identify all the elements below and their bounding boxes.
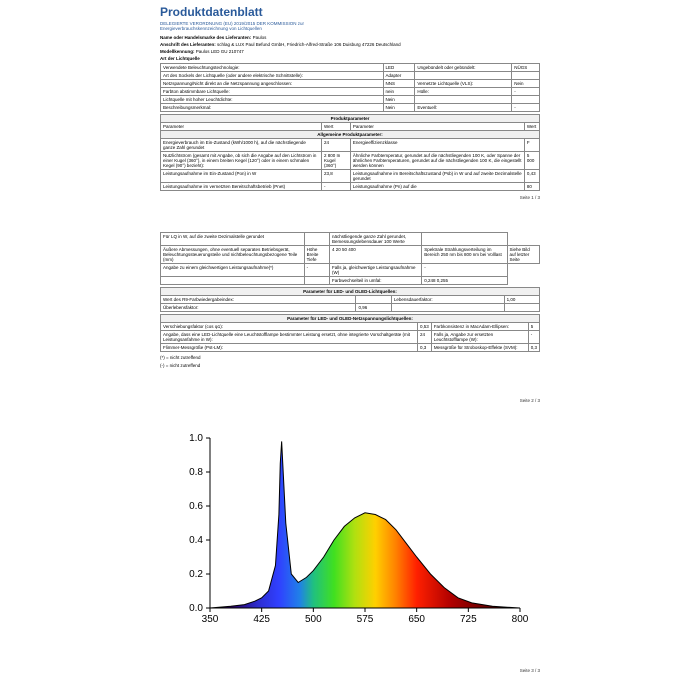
table-row: Verwendete Beleuchtungstechnologie:LEDUn… (161, 64, 540, 72)
table-row: Flimmer-Messgröße (Pst-LM):0,3Messgröße … (161, 344, 540, 352)
svg-text:0.0: 0.0 (189, 603, 203, 614)
svg-text:0.8: 0.8 (189, 467, 203, 478)
table-row: Nutzlichtstrom (gesamt mit Angabe, ob si… (161, 152, 540, 170)
svg-text:725: 725 (460, 614, 477, 625)
table-row: Farbwechselteil in umfal:0,248 0,255 (161, 277, 540, 285)
table-row: Leistungsaufnahme im vernetzten Bereitsc… (161, 183, 540, 191)
table-4: Parameter für LED- und OLED-Lichtquellen… (160, 287, 540, 312)
table-row: Äußere Abmessungen, ohne eventuell separ… (161, 246, 540, 264)
page-1: Produktdatenblatt DELEGIERTE VERORDNUNG … (160, 0, 540, 205)
page-2: Für LQ in W, auf die zweite Dezimalstell… (160, 225, 540, 408)
svg-text:0.4: 0.4 (189, 535, 203, 546)
svg-text:650: 650 (408, 614, 425, 625)
table-row: Angabe, dass eine LED-Lichtquelle eine L… (161, 331, 540, 344)
table-row: Energieverbrauch im Ein-Zustand (kWh/100… (161, 139, 540, 152)
svg-text:0.6: 0.6 (189, 501, 203, 512)
svg-text:0.2: 0.2 (189, 569, 203, 580)
address-line: Anschrift des Lieferanten: schlag & LUX … (160, 42, 540, 47)
subtitle: DELEGIERTE VERORDNUNG (EU) 2019/2015 DER… (160, 21, 540, 31)
table-row: Für LQ in W, auf die zweite Dezimalstell… (161, 233, 540, 246)
svg-text:575: 575 (357, 614, 374, 625)
spectrum-chart: 0.0 0.2 0.4 0.6 0.8 1.0 350 425 500 575 650 725 800 (160, 428, 540, 628)
page-num-2: Seite 2 / 3 (160, 398, 540, 403)
svg-text:350: 350 (202, 614, 219, 625)
table-2: Produktparameter ParameterWert Parameter… (160, 114, 540, 191)
table-row: Farbton abstimmbare Lichtquelle:neinHüll… (161, 88, 540, 96)
supplier-line: Name oder Handelsmarke des Lieferanten: … (160, 35, 540, 40)
svg-text:500: 500 (305, 614, 322, 625)
table-row: Netzspannung/Nicht direkt an die Netzspa… (161, 80, 540, 88)
table-row: Wert des R9-Farbwiedergabeindex:Lebensda… (161, 296, 540, 304)
table-row: Überlebensfaktor:0,96 (161, 304, 540, 312)
title: Produktdatenblatt (160, 5, 540, 19)
table-row: Beschreibungsmerkmal:NeinEventuell:- (161, 104, 540, 112)
page-3: 0.00.20.40.60.81.0350425500575650725800 … (160, 428, 540, 673)
table-row: Verschiebungsfaktor (cos φ1):0,53Farbkon… (161, 323, 540, 331)
page-num-3: Seite 3 / 3 (160, 668, 540, 673)
model-line: Modellkennung: Paulos LED GU 210747 (160, 49, 540, 54)
table-5: Parameter für LED- und OLED-Netzspannung… (160, 314, 540, 352)
table-row: Leistungsaufnahme im Ein-Zustand (Pon) i… (161, 170, 540, 183)
table-row: Angabe zu einem gleichwertigen Leistungs… (161, 264, 540, 277)
table-row: Lichtquelle mit hoher Leuchtdichte:Nein (161, 96, 540, 104)
footnote-1: (*) = nicht zutreffend (160, 355, 540, 360)
svg-text:425: 425 (253, 614, 270, 625)
page-num-1: Seite 1 / 3 (160, 195, 540, 200)
table-3: Für LQ in W, auf die zweite Dezimalstell… (160, 232, 540, 285)
svg-text:1.0: 1.0 (189, 433, 203, 444)
footnote-2: (-) = nicht zutreffend (160, 363, 540, 368)
svg-text:800: 800 (512, 614, 529, 625)
table-row: Art des Sockels der Lichtquelle (oder an… (161, 72, 540, 80)
table-1: Verwendete Beleuchtungstechnologie:LEDUn… (160, 63, 540, 112)
art-label: Art der Lichtquelle (160, 56, 540, 61)
